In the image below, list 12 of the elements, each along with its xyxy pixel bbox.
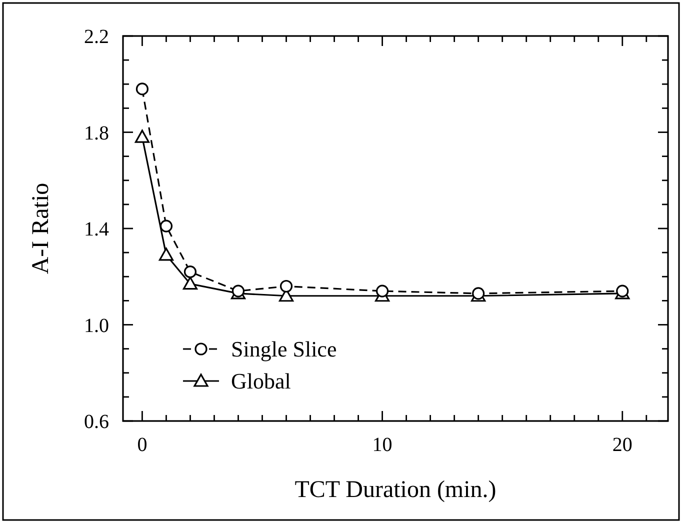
legend-label: Single Slice [231, 336, 337, 362]
y-tick-label: 1.8 [84, 122, 109, 144]
y-axis-title: A-I Ratio [28, 182, 54, 274]
x-axis-title: TCT Duration (min.) [294, 477, 496, 503]
y-tick-label: 2.2 [84, 26, 109, 48]
x-tick-label: 0 [137, 434, 148, 456]
y-tick-label: 0.6 [84, 411, 109, 433]
x-tick-label: 20 [612, 434, 632, 456]
x-tick-label: 10 [372, 434, 392, 456]
y-tick-label: 1.4 [84, 218, 109, 240]
y-tick-label: 1.0 [84, 314, 109, 337]
legend-label: Global [231, 368, 291, 394]
